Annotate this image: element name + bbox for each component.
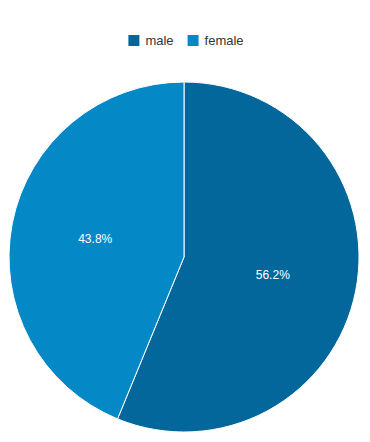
svg-text:56.2%: 56.2% (256, 268, 290, 282)
svg-text:43.8%: 43.8% (78, 232, 112, 246)
svg-text:male: male (145, 33, 173, 48)
svg-text:female: female (205, 33, 244, 48)
